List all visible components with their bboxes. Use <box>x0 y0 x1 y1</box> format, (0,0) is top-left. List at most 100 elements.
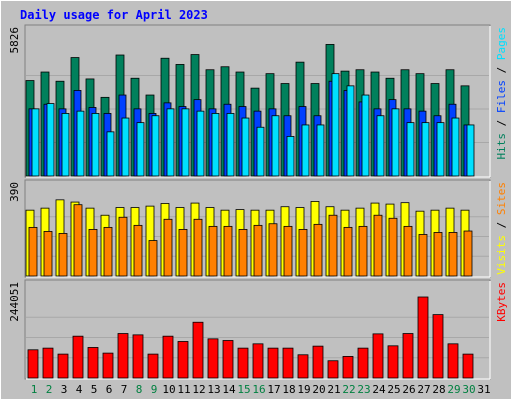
bar-pages-day-3 <box>61 113 70 177</box>
bar-sites-day-26 <box>403 225 413 277</box>
x-tick-label: 2 <box>46 383 53 396</box>
legend-separator: / <box>495 113 508 133</box>
bar-sites-day-13 <box>208 225 218 277</box>
bar-pages-day-4 <box>76 110 85 177</box>
bar-sites-day-28 <box>433 232 443 277</box>
bar-pages-day-7 <box>121 117 130 177</box>
bar-pages-day-22 <box>346 85 355 177</box>
legend-hits-files-pages: Hits / Files / Pages <box>495 27 508 160</box>
bar-kbytes-day-21 <box>327 360 339 379</box>
x-tick-label: 14 <box>222 383 236 396</box>
x-tick-label: 7 <box>121 383 128 396</box>
x-tick-label: 15 <box>237 383 250 396</box>
y-max-label: 390 <box>8 182 21 202</box>
bar-kbytes-day-27 <box>417 296 429 379</box>
bar-pages-day-13 <box>211 113 220 177</box>
bar-sites-day-5 <box>88 229 98 277</box>
panel-hits-files-pages: 5826 Hits / Files / Pages <box>8 24 508 178</box>
x-tick-label: 6 <box>106 383 113 396</box>
x-tick-label: 19 <box>297 383 310 396</box>
legend-separator: / <box>495 215 508 235</box>
x-tick-label: 20 <box>312 383 325 396</box>
bar-sites-day-14 <box>223 225 233 277</box>
bar-kbytes-day-26 <box>402 333 414 379</box>
x-axis-labels: 1 2 3 4 5 6 7 8 9 10 11 12 13 14 15 16 17 18 19 20 21 22 23 24 2… <box>31 383 491 396</box>
bar-pages-day-28 <box>436 122 445 177</box>
bar-pages-day-8 <box>136 122 145 177</box>
bar-kbytes-day-28 <box>432 314 444 379</box>
legend-item: Pages <box>495 27 508 60</box>
bar-sites-day-27 <box>418 234 428 277</box>
x-tick-label: 31 <box>477 383 490 396</box>
bar-pages-day-27 <box>421 122 430 177</box>
bar-sites-day-7 <box>118 216 128 277</box>
bar-kbytes-day-19 <box>297 354 309 379</box>
bar-sites-day-10 <box>163 218 173 277</box>
chart-title: Daily usage for April 2023 <box>20 8 208 22</box>
bar-kbytes-day-10 <box>162 335 174 379</box>
bar-kbytes-day-13 <box>207 338 219 379</box>
bar-pages-day-16 <box>256 126 265 177</box>
legend-item: KBytes <box>495 282 508 322</box>
bar-sites-day-8 <box>133 224 143 277</box>
bar-kbytes-day-6 <box>102 352 114 379</box>
bar-pages-day-29 <box>451 117 460 177</box>
x-tick-label: 28 <box>432 383 445 396</box>
bar-sites-day-3 <box>58 233 68 277</box>
x-tick-label: 29 <box>447 383 460 396</box>
bar-pages-day-25 <box>391 108 400 177</box>
bar-pages-day-2 <box>46 103 55 177</box>
bar-sites-day-20 <box>313 223 323 277</box>
x-tick-label: 5 <box>91 383 98 396</box>
bar-kbytes-day-2 <box>42 347 54 379</box>
bar-kbytes-day-23 <box>357 347 369 379</box>
y-max-label: 5826 <box>8 27 21 54</box>
bar-kbytes-day-9 <box>147 353 159 379</box>
x-tick-label: 26 <box>402 383 415 396</box>
bar-pages-day-12 <box>196 110 205 177</box>
bar-kbytes-day-3 <box>57 353 69 379</box>
bar-kbytes-day-20 <box>312 345 324 379</box>
bar-sites-day-25 <box>388 217 398 277</box>
bar-pages-day-11 <box>181 108 190 177</box>
x-tick-label: 23 <box>357 383 370 396</box>
bar-sites-day-6 <box>103 226 113 277</box>
bar-sites-day-24 <box>373 214 383 277</box>
x-tick-label: 9 <box>151 383 158 396</box>
bar-kbytes-day-15 <box>237 347 249 379</box>
x-tick-label: 10 <box>162 383 175 396</box>
bar-sites-day-18 <box>283 225 293 277</box>
x-tick-label: 24 <box>372 383 386 396</box>
bar-pages-day-30 <box>466 124 475 177</box>
bar-sites-day-11 <box>178 229 188 277</box>
panels: 5826 Hits / Files / Pages 390 Visits / Site… <box>8 24 508 380</box>
bar-pages-day-10 <box>166 108 175 177</box>
x-tick-label: 8 <box>136 383 143 396</box>
bar-kbytes-day-17 <box>267 347 279 379</box>
x-tick-label: 17 <box>267 383 280 396</box>
panel-visits-sites: 390 Visits / Sites <box>8 179 508 278</box>
bar-sites-day-16 <box>253 224 263 277</box>
x-tick-label: 16 <box>252 383 265 396</box>
bar-pages-day-9 <box>151 115 160 177</box>
bar-kbytes-day-18 <box>282 347 294 379</box>
bar-kbytes-day-16 <box>252 343 264 379</box>
bar-pages-day-6 <box>106 131 115 177</box>
bar-kbytes-day-24 <box>372 333 384 379</box>
bar-kbytes-day-4 <box>72 335 84 379</box>
bar-kbytes-day-7 <box>117 333 129 379</box>
bar-kbytes-day-14 <box>222 340 234 379</box>
bar-pages-day-1 <box>31 108 40 177</box>
x-tick-label: 4 <box>76 383 83 396</box>
bar-pages-day-26 <box>406 122 415 177</box>
bar-sites-day-23 <box>358 225 368 277</box>
bar-pages-day-20 <box>316 124 325 177</box>
bar-pages-day-17 <box>271 115 280 177</box>
x-tick-label: 11 <box>177 383 190 396</box>
bar-sites-day-2 <box>43 231 53 277</box>
x-tick-label: 1 <box>31 383 38 396</box>
bar-kbytes-day-22 <box>342 356 354 379</box>
legend-kbytes: KBytes <box>495 282 508 322</box>
bar-pages-day-15 <box>241 117 250 177</box>
